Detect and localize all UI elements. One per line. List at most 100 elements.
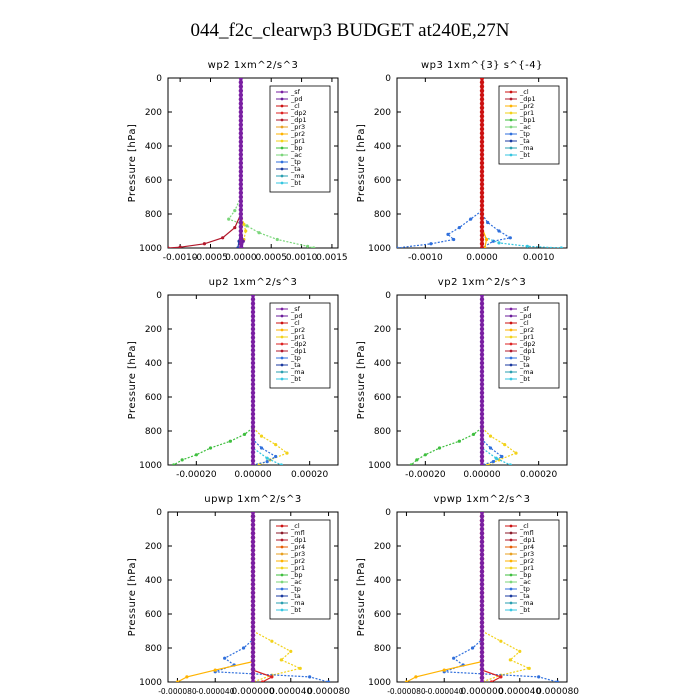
series-point-sf — [250, 577, 256, 583]
series-point-sf — [238, 109, 244, 115]
legend-label: _cl — [290, 319, 300, 327]
legend-label: _ma — [290, 172, 305, 180]
series-point-sf — [238, 135, 244, 140]
legend-label: _bt — [519, 606, 530, 614]
x-tick-label: -0.000080 — [387, 687, 426, 696]
x-tick-label: 0.000000 — [232, 687, 275, 697]
series-point-sf — [479, 428, 485, 434]
series-point-pr1 — [244, 229, 248, 233]
series-point-sf — [250, 441, 256, 446]
y-tick-label: 1000 — [139, 244, 162, 254]
series-point-sf — [479, 526, 485, 532]
series-point-sf — [479, 654, 485, 659]
legend-label: _cl — [290, 102, 300, 110]
series-point-sf — [250, 552, 256, 557]
series-point-pr1 — [270, 639, 274, 643]
y-tick-label: 200 — [145, 108, 162, 118]
legend-label: _pd — [290, 95, 303, 103]
series-point-sf — [250, 382, 256, 387]
series-point-tp — [491, 460, 495, 464]
legend-marker — [280, 524, 284, 528]
y-axis-label: Pressure [hPa] — [127, 124, 138, 203]
series-point-sf — [238, 101, 244, 106]
series-point-cl — [479, 78, 485, 81]
series-point-sf — [479, 645, 485, 651]
series-point-cl — [479, 84, 485, 89]
legend-label: _dp2 — [519, 340, 536, 348]
series-line-pr2 — [406, 512, 483, 682]
series-point-cl — [479, 207, 485, 212]
series-point-bt — [525, 244, 529, 248]
legend-marker — [280, 349, 284, 353]
legend-label: _tp — [290, 158, 301, 166]
series-point-cl — [479, 160, 485, 166]
series-point-bp — [409, 463, 413, 465]
series-point-cl — [479, 92, 485, 98]
legend-box — [269, 302, 331, 389]
series-point-sf — [479, 424, 485, 429]
series-point-sf — [479, 556, 485, 561]
series-point-tp — [397, 246, 399, 248]
series-point-sf — [250, 594, 256, 600]
legend-marker — [280, 356, 284, 360]
x-tick-label: -0.0005 — [193, 253, 228, 263]
legend-marker — [280, 531, 284, 535]
x-tick-label: 0.0015 — [316, 253, 348, 263]
series-point-ac — [275, 237, 279, 242]
y-tick-label: 600 — [374, 393, 391, 403]
legend-label: _pr2 — [290, 326, 305, 334]
series-point-sf — [479, 326, 485, 332]
series-point-sf — [250, 620, 256, 625]
legend-marker — [280, 601, 284, 605]
series-point-sf — [479, 297, 485, 302]
y-tick-label: 0 — [385, 508, 391, 518]
panel-6: vpwp 1xm^2/s^3 Pressure [hPa] 0 200 400 600 80… — [356, 494, 579, 697]
legend-marker — [280, 545, 284, 549]
x-tick-label: 0.0000 — [225, 253, 257, 263]
legend-label: _dp2 — [290, 340, 307, 348]
series-group — [175, 512, 331, 682]
series-point-sf — [479, 594, 485, 600]
series-point-cl — [479, 241, 485, 246]
legend-marker — [280, 153, 284, 157]
series-point-cl — [479, 105, 485, 110]
series-point-sf — [479, 454, 485, 459]
series-line-bt — [481, 295, 511, 465]
legend-marker — [280, 335, 284, 339]
legend-marker — [280, 587, 284, 591]
series-point-ta — [236, 246, 240, 248]
y-tick-label: 400 — [145, 576, 162, 586]
legend-marker — [509, 342, 513, 346]
series-point-sf — [250, 650, 256, 655]
series-point-cl — [479, 216, 485, 221]
series-point-pr2 — [484, 237, 489, 242]
legend-label: _dp1 — [290, 116, 307, 124]
series-point-pr1 — [298, 666, 302, 671]
series-point-sf — [479, 390, 485, 395]
legend-label: _ac — [519, 123, 531, 131]
legend-label: _cl — [519, 522, 529, 530]
series-point-bp — [180, 458, 184, 462]
legend-label: _ac — [519, 578, 531, 586]
legend-marker — [280, 573, 284, 577]
series-point-sf — [250, 556, 256, 561]
series-point-dp1 — [178, 245, 182, 248]
series-point-ac — [257, 231, 261, 235]
x-tick-label: -0.000040 — [196, 687, 235, 696]
series-point-cl — [479, 148, 485, 153]
legend-marker — [280, 118, 284, 122]
series-point-tp — [508, 236, 512, 240]
y-tick-label: 200 — [374, 542, 391, 552]
panel-3: up2 1xm^2/s^3 Pressure [hPa] 0 200 400 600 800… — [127, 277, 339, 480]
legend-marker — [280, 580, 284, 584]
series-point-sf — [238, 165, 244, 170]
series-point-sf — [238, 88, 244, 93]
series-point-sf — [250, 369, 256, 374]
series-point-sf — [250, 399, 256, 404]
series-point-pr2 — [213, 668, 217, 672]
legend-marker — [280, 104, 284, 108]
legend-label: _mfl — [519, 529, 534, 537]
panel-5: upwp 1xm^2/s^3 Pressure [hPa] 0 200 400 600 80… — [127, 494, 350, 697]
series-point-sf — [250, 641, 256, 646]
y-tick-label: 1000 — [368, 678, 391, 688]
